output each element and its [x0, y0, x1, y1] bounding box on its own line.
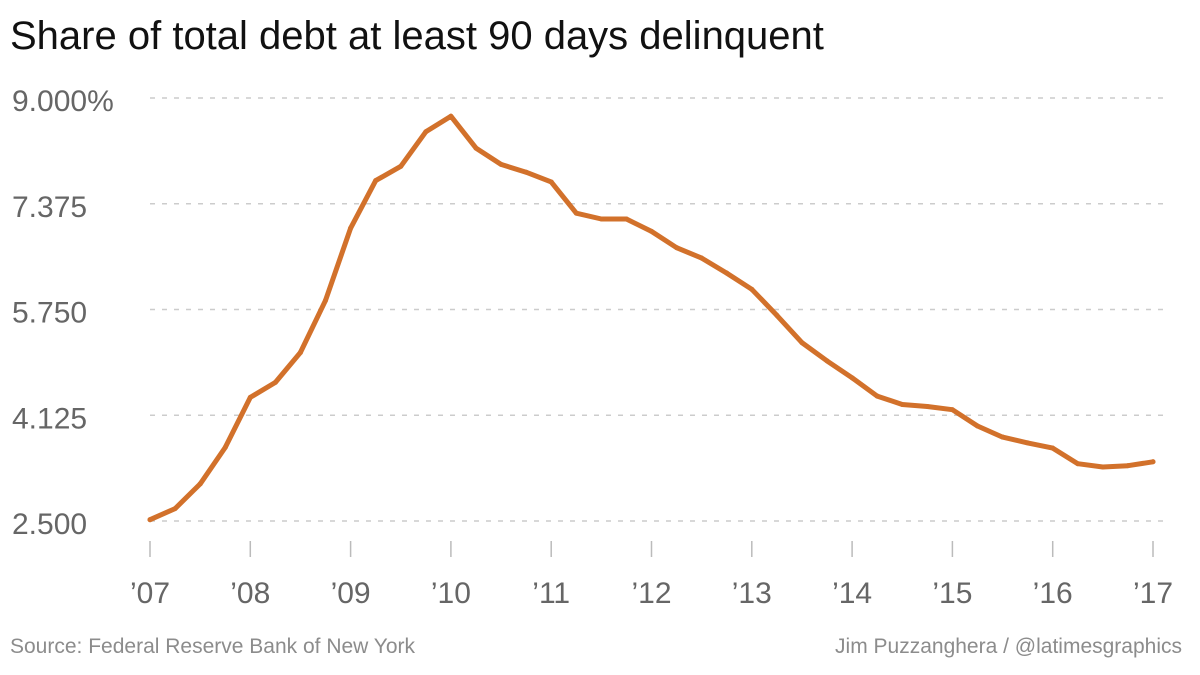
y-tick-label: 7.375: [12, 191, 87, 224]
credit-note: Jim Puzzanghera / @latimesgraphics: [835, 635, 1182, 658]
data-point: [423, 129, 429, 135]
x-tick-label: ’08: [230, 577, 270, 610]
x-tick-label: ’12: [631, 577, 671, 610]
data-point: [272, 379, 278, 385]
x-axis: ’07 ’08 ’09 ’10 ’11 ’12 ’13 ’14 ’15 ’16 ’17: [130, 541, 1173, 610]
x-tick-label: ’10: [431, 577, 471, 610]
data-point: [1075, 461, 1081, 467]
x-tick-label: ’11: [532, 577, 570, 610]
data-point: [1125, 463, 1131, 469]
y-tick-label: 5.750: [12, 297, 87, 330]
x-tick-label: ’13: [732, 577, 772, 610]
data-point: [548, 179, 554, 185]
data-point: [398, 163, 404, 169]
data-point: [348, 225, 354, 231]
source-note: Source: Federal Reserve Bank of New York: [10, 635, 416, 658]
x-tick-label: ’14: [832, 577, 872, 610]
data-point: [1000, 434, 1006, 440]
data-point: [172, 506, 178, 512]
data-point: [799, 340, 805, 346]
data-point: [849, 375, 855, 381]
data-point: [924, 403, 930, 409]
data-point: [1150, 459, 1156, 465]
x-tick-label: ’15: [932, 577, 972, 610]
data-point: [724, 270, 730, 276]
data-point: [974, 423, 980, 429]
data-point: [1050, 445, 1056, 451]
data-point: [523, 169, 529, 175]
data-point: [373, 178, 379, 184]
data-point: [824, 358, 830, 364]
y-tick-label: 9.000%: [12, 85, 114, 118]
data-point: [247, 394, 253, 400]
data-point: [573, 210, 579, 216]
data-point: [749, 286, 755, 292]
data-point: [197, 481, 203, 487]
gridlines: [150, 97, 1165, 522]
data-point: [899, 402, 905, 408]
data-point: [649, 228, 654, 234]
data-point: [674, 245, 680, 251]
data-point: [774, 312, 780, 318]
data-point: [448, 113, 454, 119]
data-point: [598, 216, 604, 222]
data-point: [222, 444, 228, 450]
data-point: [1025, 440, 1031, 446]
series-layer: [147, 113, 1156, 523]
data-point: [147, 517, 153, 523]
data-point: [949, 407, 955, 413]
x-tick-label: ’17: [1133, 577, 1173, 610]
data-point: [297, 349, 303, 355]
data-point: [1100, 464, 1106, 470]
x-tick-label: ’16: [1033, 577, 1073, 610]
x-tick-label: ’09: [331, 577, 371, 610]
data-point: [473, 145, 479, 151]
data-point: [699, 255, 705, 261]
y-tick-label: 4.125: [12, 402, 87, 435]
y-axis: 2.500 4.125 5.750 7.375 9.000%: [12, 85, 114, 541]
chart-title: Share of total debt at least 90 days del…: [10, 14, 824, 58]
data-point: [498, 161, 504, 167]
data-point: [623, 216, 629, 222]
series-line: [147, 113, 1156, 523]
x-tick-label: ’07: [130, 577, 170, 610]
data-point: [323, 297, 329, 303]
y-tick-label: 2.500: [12, 508, 87, 541]
data-point: [874, 393, 880, 399]
